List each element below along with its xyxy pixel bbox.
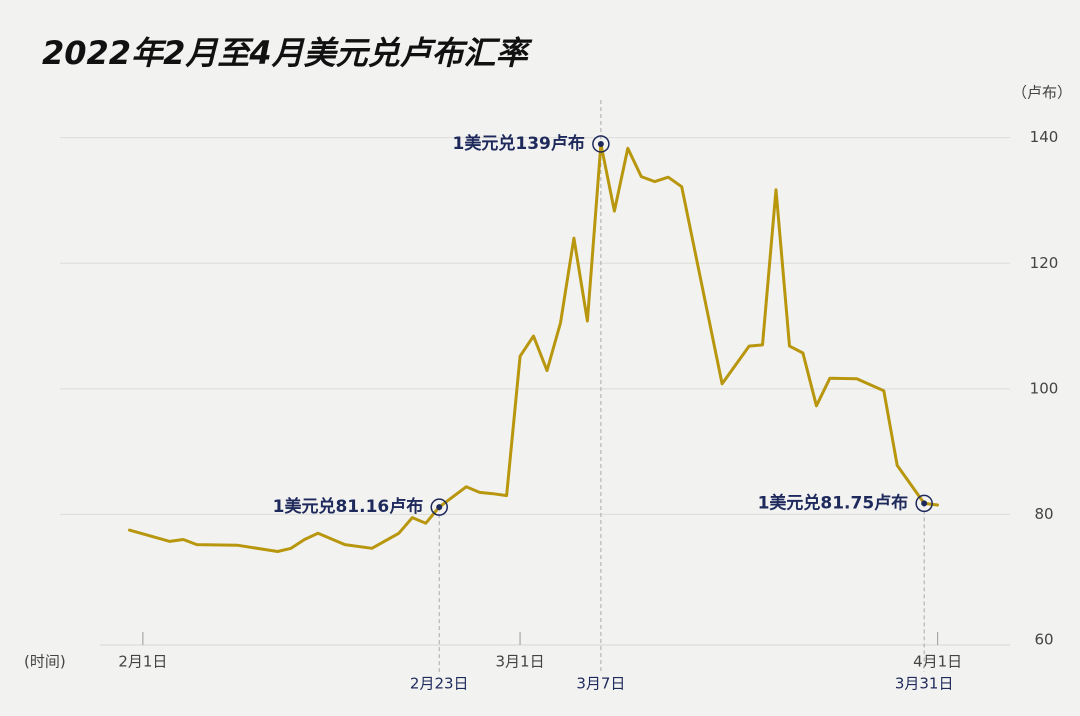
chart-title: 2022年2月至4月美元兑卢布汇率 bbox=[42, 34, 533, 72]
annotation-ring bbox=[430, 498, 448, 516]
x-tick-label: 4月1日 bbox=[913, 653, 962, 671]
y-tick-label: 60 bbox=[1034, 631, 1053, 649]
annotation-ring bbox=[592, 135, 610, 153]
y-tick-label: 80 bbox=[1034, 505, 1053, 523]
annotation-ring bbox=[915, 494, 933, 513]
x-tick-label: 2月1日 bbox=[118, 653, 167, 671]
annotation-date: 3月31日 bbox=[895, 675, 954, 693]
y-tick-label: 120 bbox=[1030, 254, 1059, 272]
annotation-label: 1美元兑139卢布 bbox=[453, 133, 585, 154]
annotation-dot bbox=[921, 500, 928, 507]
x-tick-label: 3月1日 bbox=[496, 653, 545, 671]
x-unit-label: (时间) bbox=[24, 653, 66, 671]
y-unit-label: （卢布） bbox=[1012, 84, 1072, 102]
y-tick-label: 140 bbox=[1030, 128, 1059, 146]
line-series bbox=[127, 142, 940, 553]
annotation-date: 3月7日 bbox=[576, 675, 625, 693]
annotation-dot bbox=[436, 504, 443, 511]
y-tick-label: 100 bbox=[1030, 379, 1059, 397]
annotation-date: 2月23日 bbox=[410, 675, 469, 693]
annotation-label: 1美元兑81.75卢布 bbox=[758, 492, 909, 513]
annotation-dot bbox=[597, 140, 604, 147]
annotation-label: 1美元兑81.16卢布 bbox=[273, 496, 424, 517]
